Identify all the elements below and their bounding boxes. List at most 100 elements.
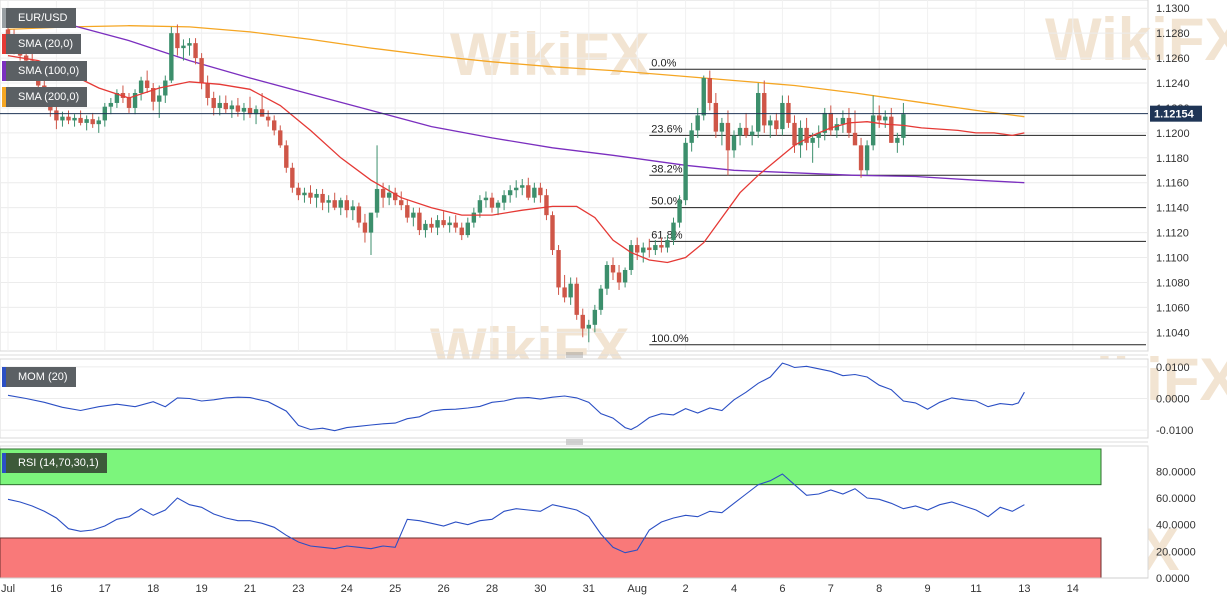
candle-body — [132, 92, 138, 108]
rsi-tag[interactable]: RSI (14,70,30,1) — [2, 453, 107, 473]
fibonacci-label: 23.6% — [651, 123, 682, 135]
candle-body — [265, 116, 271, 121]
sma200-tag[interactable]: SMA (200,0) — [2, 87, 88, 107]
candle-body — [96, 120, 101, 125]
candle-body — [822, 112, 827, 133]
time-tick-label: 23 — [292, 583, 304, 595]
candle-body — [229, 105, 235, 110]
candle-body — [356, 206, 362, 223]
candle-body — [447, 222, 452, 226]
candle-body — [459, 227, 464, 236]
rsi-tick-label: 40.0000 — [1156, 520, 1196, 532]
candle-body — [259, 109, 265, 117]
time-tick-label: 19 — [195, 583, 207, 595]
candle-body — [568, 283, 573, 298]
time-tick-label: 25 — [389, 583, 401, 595]
watermark-text: WikiFX — [1045, 6, 1227, 73]
candle-body — [417, 212, 422, 231]
candle-body — [223, 102, 228, 110]
candle-body — [386, 192, 392, 198]
candle-body — [332, 200, 337, 208]
candle-body — [671, 222, 676, 241]
candle-body — [362, 222, 368, 233]
time-axis: Jul 16 17 18 19 21 23 24 25 26 28 30 31 Aug 2 4 6 7 8 9 11 13… — [0, 577, 1148, 595]
candle-body — [247, 107, 253, 115]
price-tick-label: 1.1140 — [1156, 203, 1189, 215]
sma20-tag[interactable]: SMA (20,0) — [2, 34, 82, 54]
candle-body — [374, 188, 380, 213]
candle-body — [616, 272, 622, 283]
time-tick-label: Aug — [627, 583, 647, 595]
candle-body — [84, 119, 89, 123]
candle-body — [604, 264, 610, 289]
time-tick-label: 28 — [486, 583, 498, 595]
last-price-badge — [1150, 105, 1202, 122]
candle-body — [193, 43, 198, 59]
candle-body — [526, 185, 531, 198]
sma20-line — [7, 54, 1025, 264]
mom-tag[interactable]: MOM (20) — [2, 367, 76, 387]
candle-body — [72, 117, 77, 121]
rsi-tick-label: 0.0000 — [1156, 573, 1190, 585]
candle-body — [628, 245, 634, 270]
candle-body — [54, 110, 59, 121]
sma200-line — [7, 25, 1025, 118]
time-tick-label: 13 — [1018, 583, 1030, 595]
candle-body — [756, 92, 761, 132]
candle-body — [60, 116, 65, 121]
sma100-line — [7, 10, 1025, 184]
candle-body — [217, 102, 222, 108]
candle-body — [308, 192, 313, 198]
candle-body — [278, 130, 283, 146]
price-tick-label: 1.1100 — [1156, 253, 1189, 265]
time-tick-label: 2 — [683, 583, 689, 595]
candle-body — [864, 145, 870, 171]
sma100-tag[interactable]: SMA (100,0) — [2, 61, 88, 81]
candle-body — [635, 245, 640, 253]
candle-body — [284, 145, 289, 168]
candle-body — [846, 117, 852, 133]
price-tick-label: 1.1180 — [1156, 153, 1189, 165]
candle-body — [108, 102, 114, 107]
candle-body — [338, 200, 343, 208]
candle-body — [253, 109, 259, 115]
candle-body — [5, 29, 11, 37]
candle-body — [780, 102, 785, 130]
candle-body — [368, 212, 374, 233]
candle-body — [713, 102, 719, 132]
candle-body — [520, 185, 525, 188]
candle-body — [241, 107, 247, 112]
rsi-overbought-zone — [0, 448, 1102, 486]
candle-body — [272, 120, 277, 131]
candle-body — [647, 247, 652, 251]
candle-body — [840, 117, 846, 125]
candle-body — [477, 200, 483, 213]
candle-body — [114, 92, 120, 103]
candle-body — [302, 192, 307, 196]
candle-body — [399, 200, 404, 206]
time-tick-label: 30 — [534, 583, 546, 595]
candle-body — [532, 187, 537, 198]
candle-body — [393, 192, 398, 201]
candle-body — [695, 115, 700, 131]
candle-body — [423, 223, 428, 231]
last-price-label: 1.12154 — [1154, 109, 1195, 121]
candle-body — [199, 58, 204, 84]
symbol-tag[interactable]: EUR/USD — [2, 8, 76, 28]
candle-body — [538, 187, 543, 196]
candle-body — [453, 222, 458, 228]
candle-body — [211, 97, 216, 108]
candle-body — [810, 137, 815, 143]
price-panel: WikiFXWikiFXWikiFXWikiFXWikiFX1.13001.12… — [0, 0, 1227, 583]
time-tick-label: 24 — [341, 583, 353, 595]
time-tick-label: 16 — [50, 583, 62, 595]
candle-body — [719, 122, 725, 132]
candle-body — [731, 135, 737, 151]
candle-body — [580, 314, 585, 329]
candle-body — [489, 197, 495, 208]
candle-body — [78, 117, 83, 123]
candle-body — [151, 88, 156, 102]
candle-body — [725, 122, 731, 151]
candle-body — [544, 195, 549, 216]
price-tick-label: 1.1300 — [1156, 3, 1190, 15]
